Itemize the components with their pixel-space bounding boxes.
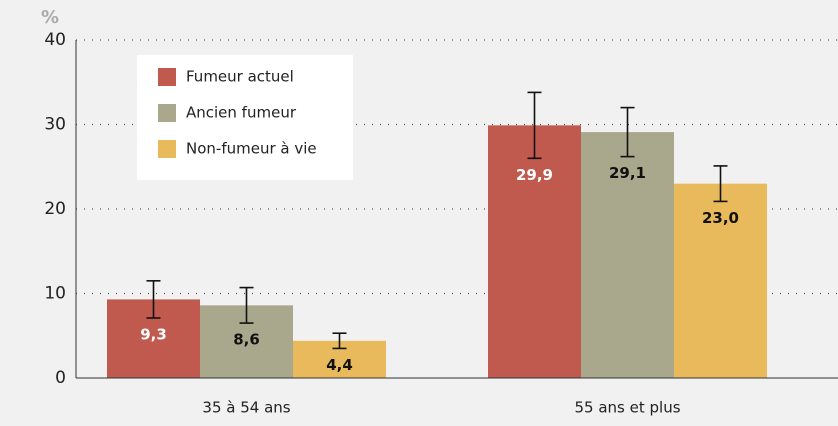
- data-label: 9,3: [140, 326, 167, 344]
- data-label: 29,9: [516, 166, 553, 184]
- x-tick-label: 35 à 54 ans: [202, 399, 290, 417]
- y-axis-label: %: [41, 7, 59, 28]
- x-tick-label: 55 ans et plus: [574, 399, 680, 417]
- legend-swatch: [158, 104, 176, 122]
- legend-label: Fumeur actuel: [186, 68, 294, 86]
- y-tick-label: 10: [44, 284, 66, 304]
- legend-label: Non-fumeur à vie: [186, 140, 317, 158]
- bar: [488, 125, 581, 378]
- data-label: 8,6: [233, 331, 260, 349]
- legend-swatch: [158, 68, 176, 86]
- bar: [581, 132, 674, 378]
- y-tick-label: 20: [44, 199, 66, 219]
- bar: [674, 183, 767, 378]
- legend-label: Ancien fumeur: [186, 104, 297, 122]
- data-label: 23,0: [702, 209, 739, 227]
- data-label: 4,4: [326, 356, 353, 374]
- y-tick-label: 30: [44, 115, 66, 135]
- y-tick-label: 0: [55, 368, 66, 388]
- y-tick-label: 40: [44, 30, 66, 50]
- legend-swatch: [158, 140, 176, 158]
- data-label: 29,1: [609, 164, 646, 182]
